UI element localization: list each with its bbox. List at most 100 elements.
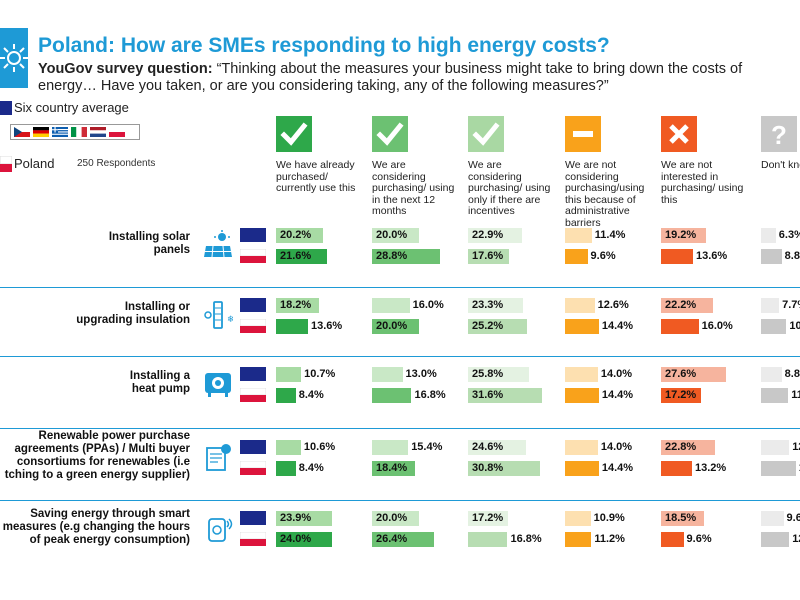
six-country-value: 22.9% — [472, 229, 504, 241]
svg-text:?: ? — [771, 120, 787, 150]
six-country-value: 23.3% — [472, 299, 504, 311]
six-country-value: 6.3% — [778, 229, 800, 241]
poland-bar — [468, 388, 543, 403]
poland-flag-icon — [109, 127, 125, 137]
row-divider — [0, 428, 800, 429]
six-country-value: 25.8% — [472, 368, 504, 380]
poland-flag-icon — [239, 387, 267, 402]
six-country-value: 14.0% — [600, 368, 633, 380]
six-country-value: 10.9% — [593, 512, 625, 524]
poland-value: 13.2% — [695, 462, 727, 474]
poland-value: 13.6% — [310, 320, 343, 332]
poland-value: 21.6% — [280, 250, 312, 262]
six-country-value: 12 — [792, 441, 800, 453]
six-country-value: 23.9% — [280, 512, 312, 524]
six-country-value: 18.5% — [665, 512, 697, 524]
row-divider — [0, 500, 800, 501]
six-country-value: 22.2% — [665, 299, 697, 311]
six-country-bar — [468, 228, 522, 243]
six-country-bar — [468, 367, 529, 382]
poland-bar — [565, 388, 599, 403]
poland-value: 13.6% — [695, 250, 728, 262]
cross-icon — [661, 116, 697, 152]
six-country-bar — [761, 228, 776, 243]
column-header: We are not interested in purchasing/ usi… — [661, 159, 744, 206]
six-country-bar — [761, 298, 780, 313]
six-country-value: 18.2% — [280, 299, 312, 311]
poland-bar — [372, 249, 440, 264]
poland-value: 24.0% — [280, 533, 312, 545]
poland-flag-icon — [239, 318, 267, 333]
six-country-bar — [276, 440, 301, 455]
row-label-line: measures (e.g changing the hours — [2, 520, 190, 533]
six-country-value: 7.7% — [782, 299, 800, 311]
insulation-icon: ❄ — [203, 300, 235, 330]
poland-bar — [276, 319, 308, 334]
poland-value: 11 — [791, 389, 800, 401]
italy-flag-icon — [71, 127, 87, 137]
heat-pump-icon — [203, 369, 233, 399]
six-country-value: 20.2% — [280, 229, 312, 241]
row-label: Installing solar panels — [0, 231, 190, 257]
six-country-flag-icon — [240, 367, 266, 381]
poland-bar — [565, 461, 599, 476]
six-country-bar — [372, 228, 419, 243]
six-country-bar — [276, 367, 302, 382]
contract-icon — [203, 442, 233, 472]
row-label-line: heat pump — [131, 383, 190, 395]
checkmark-icon — [276, 116, 312, 152]
row-divider — [0, 287, 800, 288]
survey-question: YouGov survey question: “Thinking about … — [38, 61, 798, 95]
poland-bar — [761, 249, 782, 264]
six-country-bar — [761, 511, 784, 526]
poland-value: 16.0% — [701, 320, 733, 332]
row-label-line: Installing a — [129, 370, 190, 382]
six-country-value: 17.2% — [472, 512, 504, 524]
six-country-value: 15.4% — [411, 441, 443, 453]
six-country-bar — [468, 440, 526, 455]
six-country-bar — [661, 367, 726, 382]
row-label-line: agreements (PPAs) / Multi buyer — [14, 443, 190, 455]
poland-bar — [468, 319, 528, 334]
legend-poland-swatch — [0, 156, 12, 172]
column-header: We are not considering purchasing/using … — [565, 159, 645, 229]
survey-text: “Thinking about the measures your busine… — [38, 61, 743, 94]
six-country-value: 24.6% — [472, 441, 504, 453]
poland-value: 10 — [789, 320, 800, 332]
poland-bar — [276, 461, 296, 476]
legend-poland: Poland — [14, 156, 55, 171]
six-country-flag-icon — [240, 440, 266, 454]
poland-bar — [661, 319, 699, 334]
six-country-bar — [565, 511, 591, 526]
poland-value: 14.4% — [601, 462, 634, 474]
poland-bar — [761, 319, 787, 334]
six-country-bar — [661, 228, 707, 243]
row-divider — [0, 356, 800, 357]
checkmark-icon — [372, 116, 408, 152]
poland-bar — [372, 319, 419, 334]
six-country-value: 10.6% — [303, 441, 336, 453]
six-country-value: 19.2% — [665, 229, 697, 241]
respondent-count: 250 Respondents — [77, 158, 156, 169]
poland-bar — [565, 532, 592, 547]
poland-value: 17.6% — [472, 250, 504, 262]
poland-bar — [761, 532, 790, 547]
poland-value: 16.8% — [510, 533, 542, 545]
poland-bar — [372, 388, 412, 403]
poland-value: 11.2% — [594, 533, 625, 545]
six-country-bar — [565, 298, 595, 313]
greece-flag-icon — [52, 127, 68, 137]
poland-bar — [761, 461, 796, 476]
poland-bar — [661, 249, 693, 264]
row-label-line: Installing solar — [108, 231, 190, 243]
row-label-line: Installing or — [124, 301, 190, 313]
six-country-bar — [372, 298, 410, 313]
smart-plug-icon — [203, 513, 233, 543]
row-label-line: Saving energy through smart — [30, 507, 190, 520]
page-title: Poland: How are SMEs responding to high … — [38, 34, 610, 57]
row-label: Installing or upgrading insulation — [0, 301, 190, 327]
poland-value: 12 — [792, 533, 800, 545]
six-country-bar — [276, 228, 324, 243]
poland-value: 17.2% — [665, 389, 697, 401]
poland-value: 26.4% — [376, 533, 408, 545]
